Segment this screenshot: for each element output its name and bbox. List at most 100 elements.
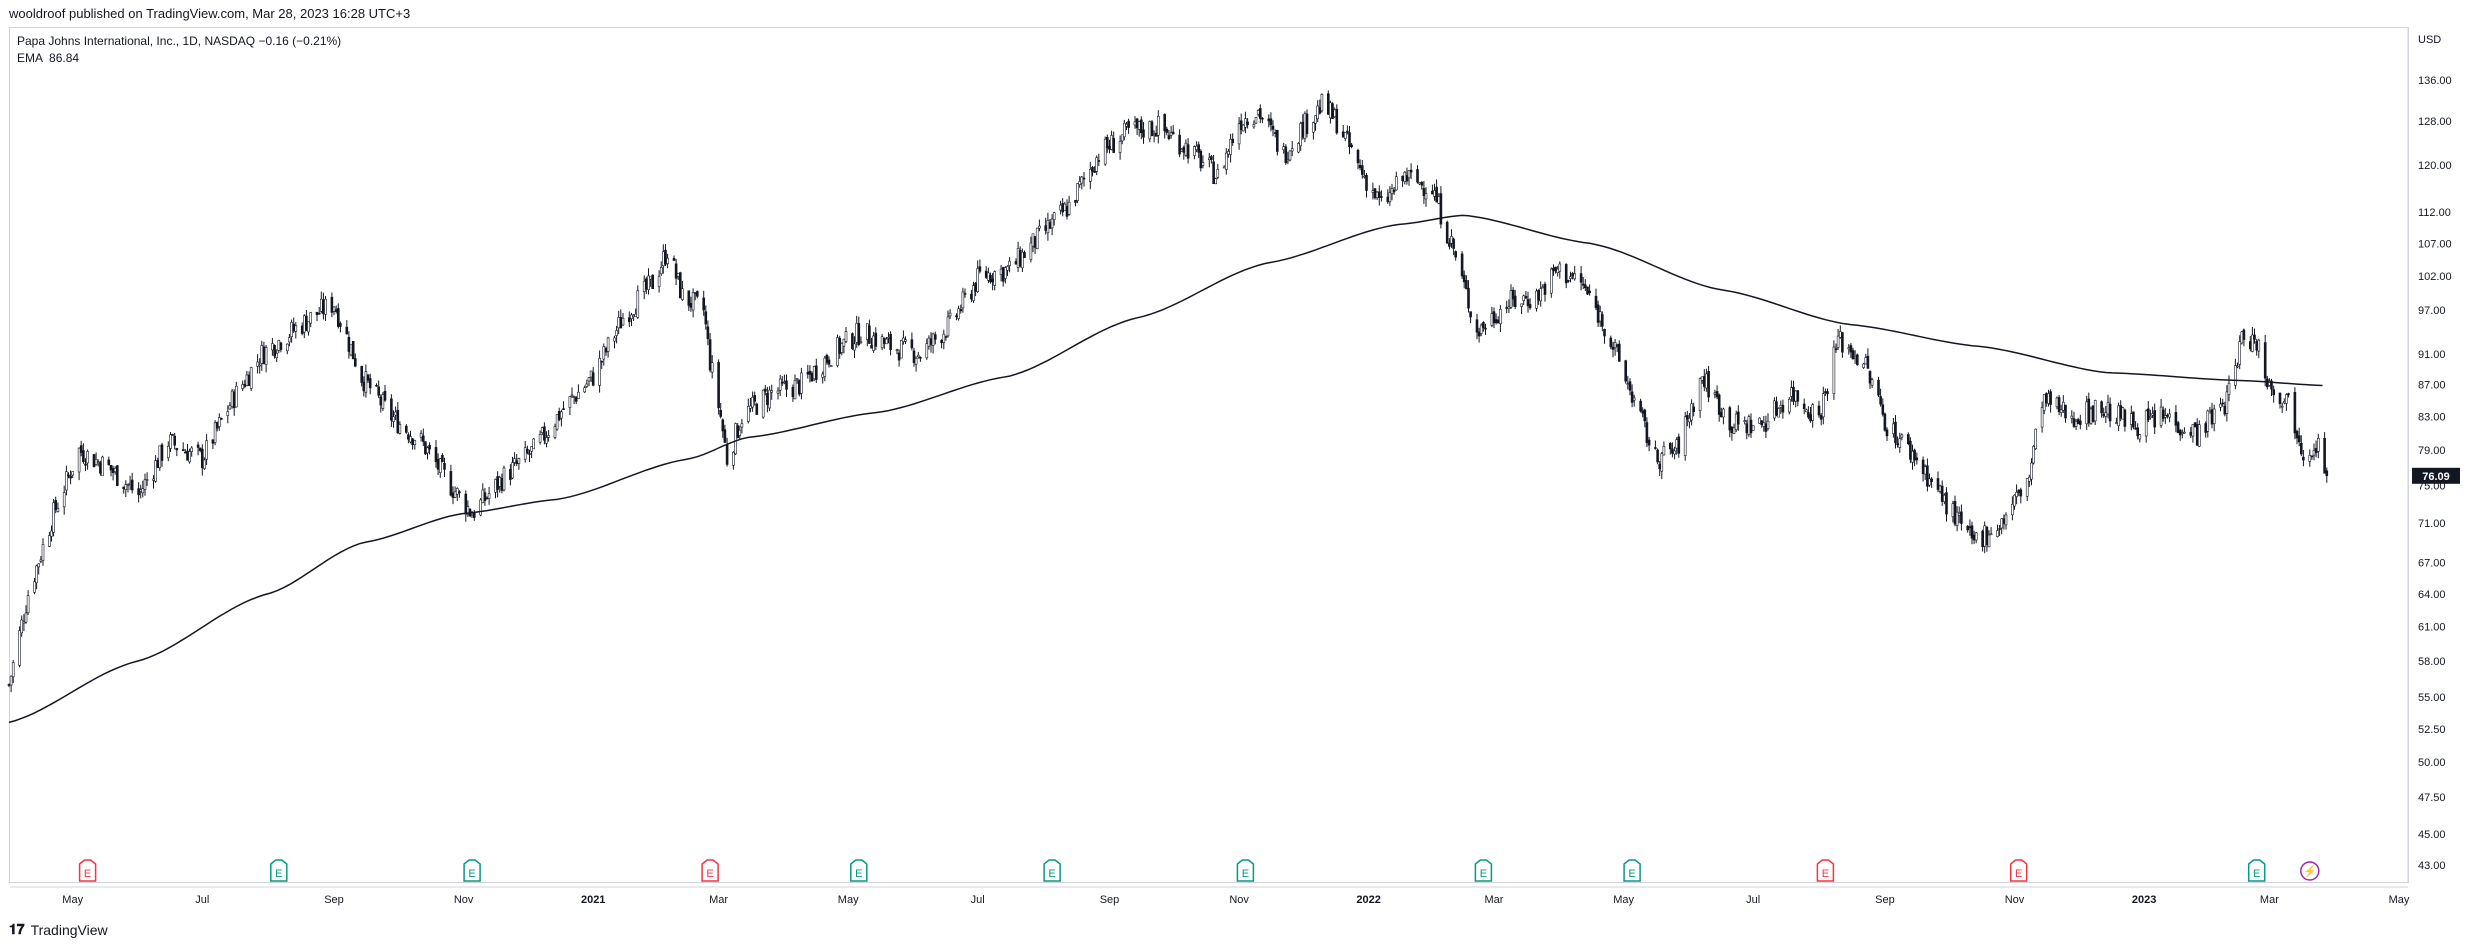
earnings-event-icon[interactable] [2009, 859, 2028, 882]
time-tick-label: Jul [971, 894, 985, 906]
candle-body [290, 322, 293, 337]
candle [392, 410, 395, 428]
candle [1004, 266, 1007, 284]
candle [1390, 183, 1394, 201]
earnings-event-icon[interactable] [1623, 859, 1641, 882]
candle-body [1773, 400, 1776, 419]
candle-body [1067, 201, 1071, 215]
candle [315, 311, 319, 322]
candle [232, 389, 236, 416]
candle-body [2136, 427, 2139, 437]
earnings-event-icon[interactable] [2247, 859, 2266, 882]
candle [1193, 145, 1196, 160]
candle [1698, 377, 1702, 418]
candle [678, 271, 682, 299]
candle-body [836, 337, 839, 366]
candle [659, 261, 663, 276]
candle-body [2032, 445, 2035, 464]
dividend-event-icon[interactable] [2300, 861, 2320, 881]
candle [2272, 385, 2275, 403]
candle-body [1541, 286, 1545, 289]
candle [761, 389, 765, 419]
candle [351, 340, 355, 360]
earnings-event-icon[interactable] [270, 859, 288, 882]
candle [2153, 403, 2156, 434]
candle-body [52, 502, 55, 533]
earnings-event-icon[interactable] [1474, 859, 1493, 882]
candle-body [79, 445, 83, 453]
candle-body [2300, 442, 2303, 455]
candle-body [2166, 414, 2169, 417]
candle [1794, 390, 1797, 408]
earnings-event-icon[interactable] [1043, 859, 1061, 882]
earnings-event-icon[interactable] [463, 859, 481, 882]
candle [770, 384, 774, 400]
candle [1626, 375, 1630, 390]
candle-body [572, 396, 576, 398]
candle-body [2013, 494, 2016, 507]
candle [1256, 109, 1260, 117]
earnings-event-symbol: E [275, 868, 282, 880]
candle-body [249, 367, 253, 389]
candle-body [1802, 403, 1806, 409]
candle [955, 313, 958, 321]
candle [1165, 126, 1169, 136]
candle [1014, 258, 1018, 265]
candle [1021, 248, 1024, 272]
candle-body [1479, 324, 1483, 334]
earnings-event-icon[interactable] [701, 859, 719, 882]
candle [141, 480, 145, 498]
candle-body [604, 348, 608, 353]
candle [1938, 484, 1942, 494]
time-tick-label: Mar [1485, 894, 1504, 906]
candle [360, 365, 364, 387]
candle-body [776, 390, 780, 394]
candle-body [825, 354, 829, 363]
candle [441, 453, 444, 463]
candle [1996, 524, 1999, 538]
candle [349, 344, 353, 357]
candle [1853, 350, 1857, 364]
candle [1856, 353, 1859, 366]
candle-body [173, 435, 176, 446]
price-tick-label: 128.00 [2418, 116, 2452, 128]
candle [602, 343, 606, 366]
candle-body [899, 340, 903, 359]
earnings-event-icon[interactable] [1236, 859, 1255, 882]
earnings-event-icon[interactable] [1816, 859, 1835, 882]
candle-body [2174, 412, 2178, 426]
earnings-event-icon[interactable] [78, 859, 97, 882]
candle [1450, 229, 1453, 248]
candle [1615, 343, 1619, 353]
candle-body [1169, 132, 1173, 136]
candle [2255, 338, 2258, 356]
candle-body [241, 384, 244, 389]
candle [41, 538, 45, 566]
candle-body [160, 444, 164, 461]
candle [1437, 193, 1441, 205]
candle [780, 376, 784, 386]
candle-body [974, 282, 977, 292]
candle-body [1433, 190, 1436, 197]
candle-body [2019, 489, 2023, 497]
candle [186, 444, 189, 461]
candle [2134, 421, 2137, 430]
candle [483, 487, 487, 506]
candle [1163, 113, 1166, 139]
candle [2072, 411, 2076, 428]
candle [2210, 402, 2214, 429]
earnings-event-icon[interactable] [850, 859, 868, 882]
candle [130, 472, 134, 494]
candle [1513, 289, 1517, 310]
candle [455, 487, 459, 501]
candle-body [2242, 329, 2246, 340]
candle [2223, 401, 2227, 417]
candle [82, 443, 85, 464]
candle [929, 332, 933, 353]
candle-body [198, 447, 202, 451]
candle [2015, 484, 2018, 505]
candle [2147, 401, 2150, 422]
candle [2212, 404, 2216, 432]
candle-body [865, 323, 869, 340]
